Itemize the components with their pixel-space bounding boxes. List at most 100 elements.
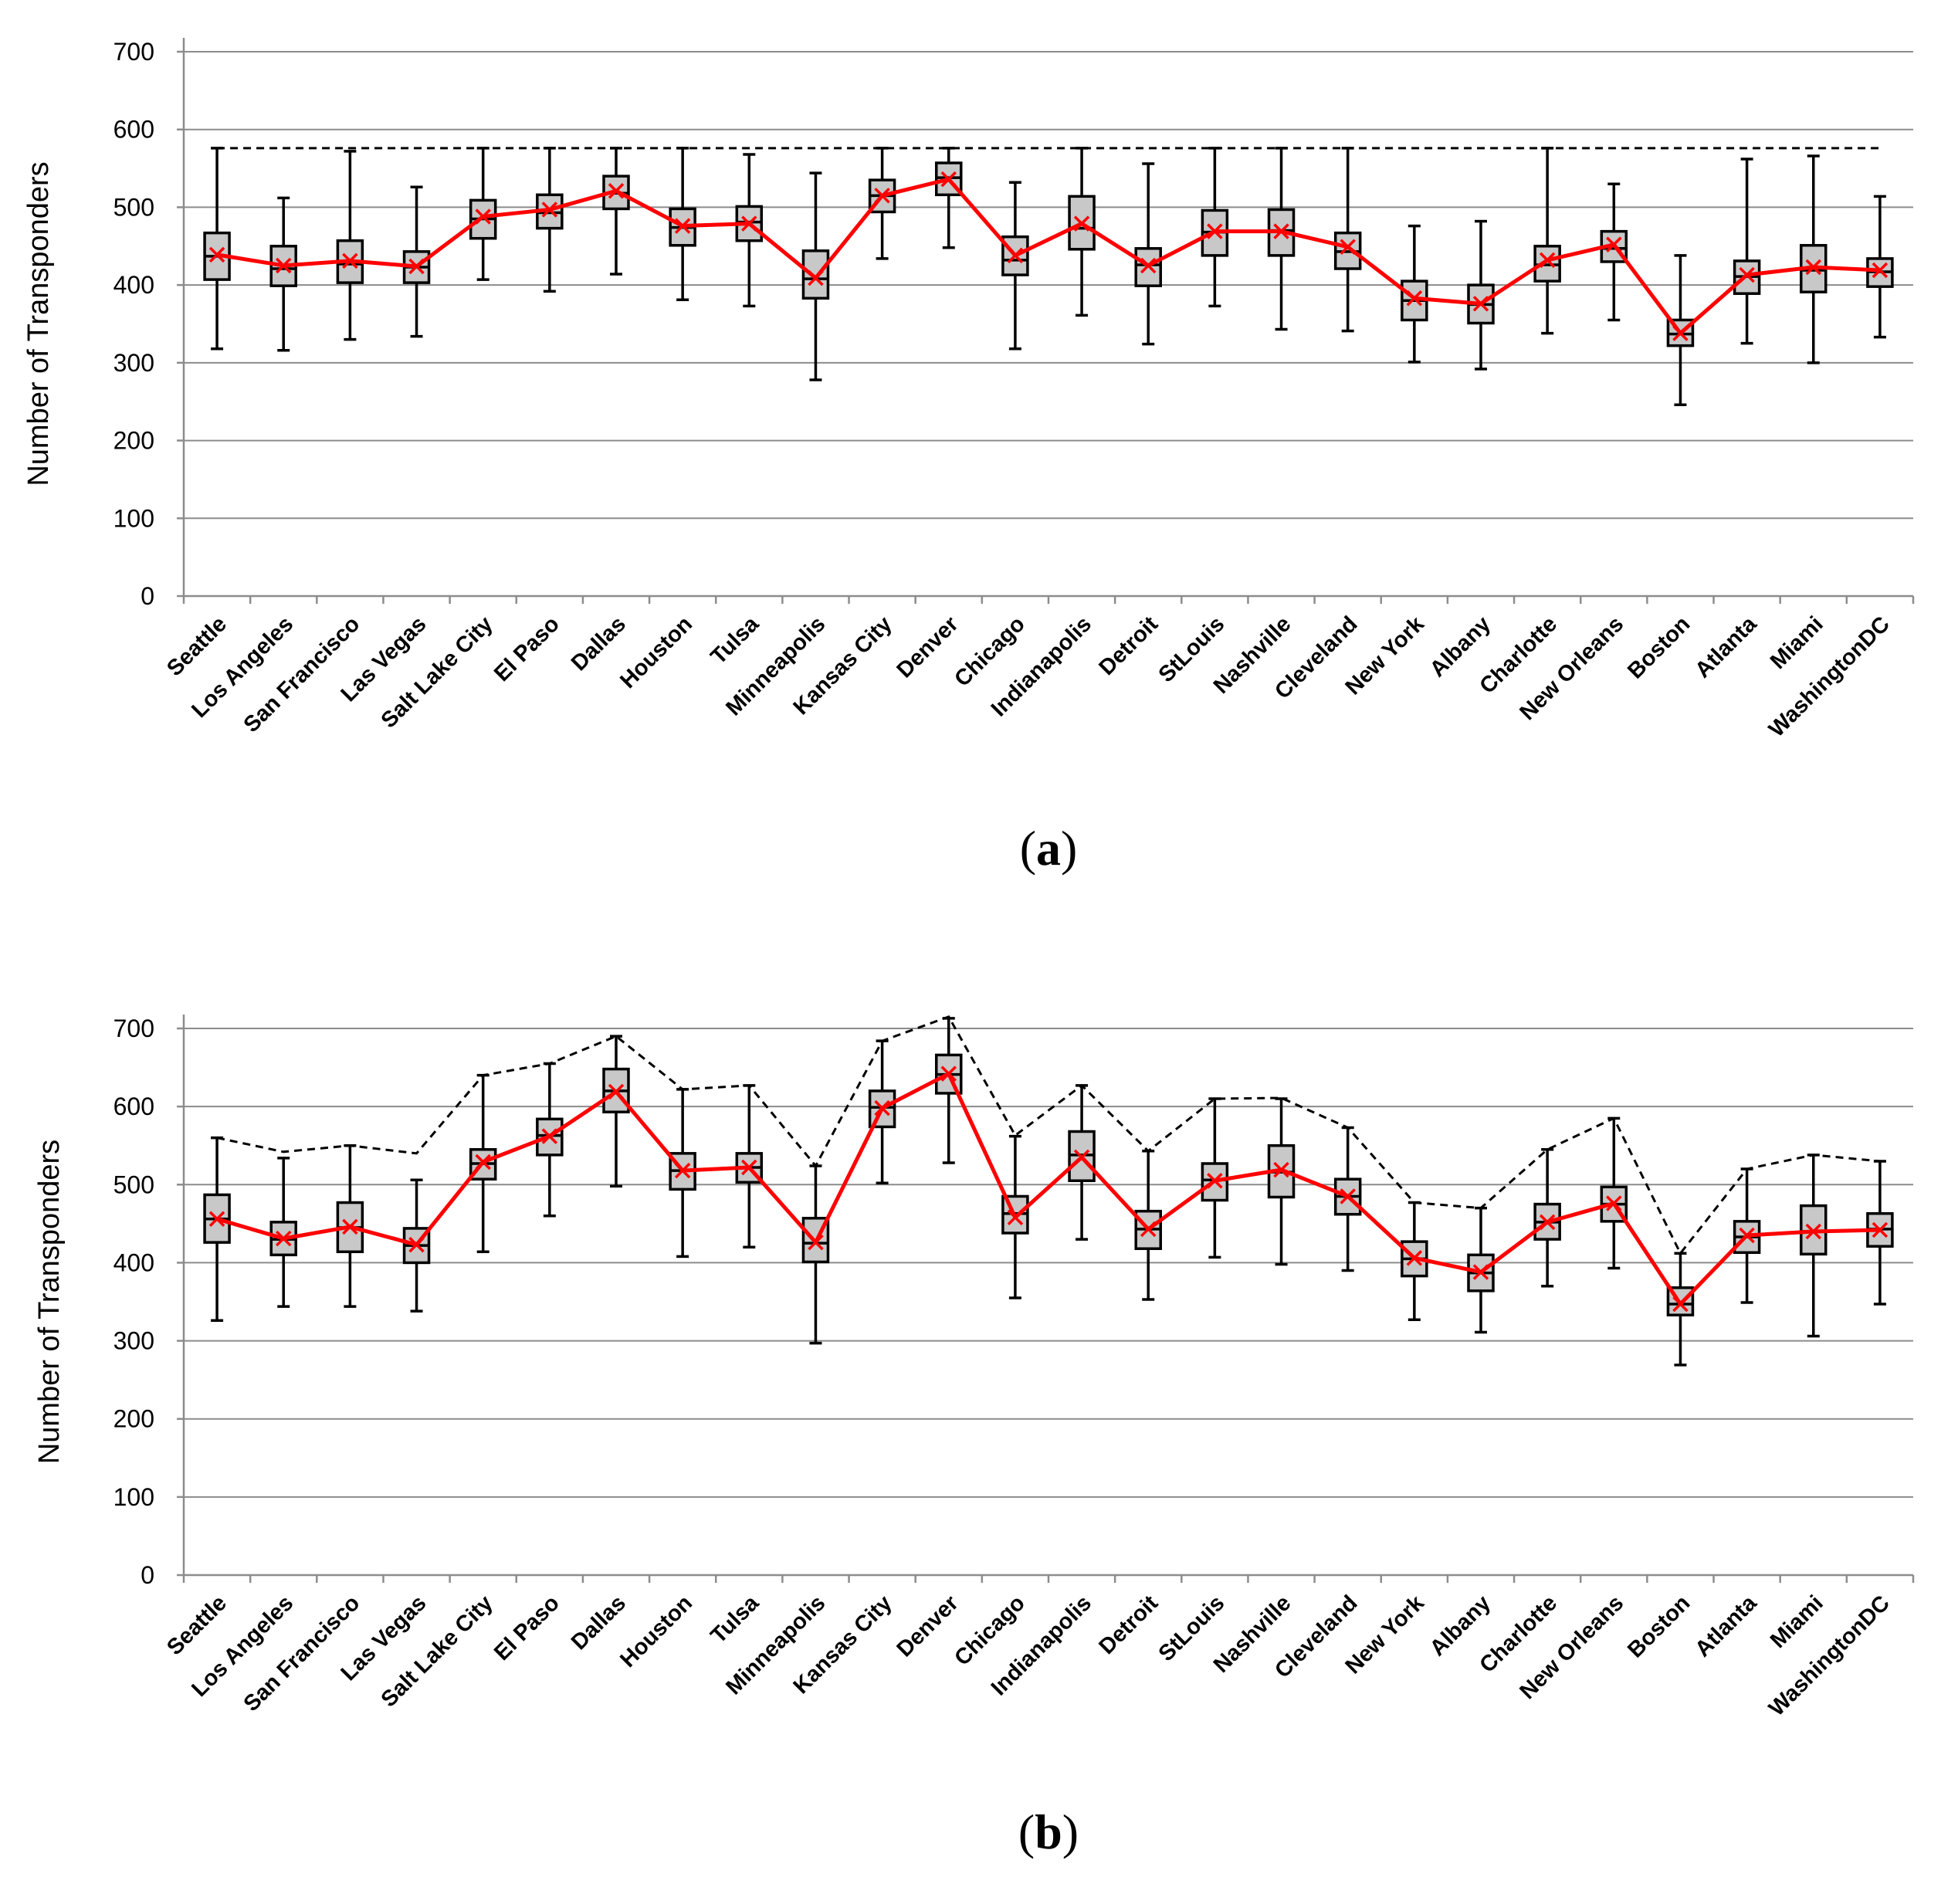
mean-marker-stroke xyxy=(1340,1188,1356,1204)
boxplot-detroit xyxy=(1134,162,1162,346)
boxplot-houston xyxy=(669,1088,696,1259)
boxplot-el-paso xyxy=(536,1062,564,1218)
boxplot-new-orleans xyxy=(1600,1116,1628,1270)
x-tick-label: Boston xyxy=(1623,1591,1695,1662)
boxplot-boston xyxy=(1666,1252,1695,1367)
x-tick-label: WashingtonDC xyxy=(1764,1591,1895,1721)
boxplot-dallas xyxy=(602,147,630,276)
mean-marker-stroke xyxy=(208,246,225,263)
y-tick-label: 200 xyxy=(113,427,154,455)
mean-marker xyxy=(940,171,957,188)
mean-marker xyxy=(1539,1214,1556,1231)
mean-marker-stroke xyxy=(1273,1161,1289,1178)
mean-marker xyxy=(1073,1149,1090,1166)
y-tick-label: 500 xyxy=(113,1171,154,1198)
mean-marker-stroke xyxy=(1406,290,1423,307)
boxplot-denver xyxy=(935,147,963,249)
mean-marker xyxy=(275,1230,292,1247)
mean-marker-stroke xyxy=(1739,1227,1755,1244)
boxplot-dallas xyxy=(602,1035,630,1188)
mean-line xyxy=(216,177,1881,336)
boxplot-washingtondc xyxy=(1866,195,1894,339)
boxplot-stlouis xyxy=(1201,1097,1229,1259)
mean-marker xyxy=(808,269,824,286)
mean-marker-stroke xyxy=(1672,325,1689,341)
y-tick-label: 100 xyxy=(113,1483,154,1511)
mean-marker-stroke xyxy=(1007,1209,1024,1226)
mean-marker xyxy=(408,1236,425,1253)
panel-label-letter: b xyxy=(1035,1804,1062,1859)
y-tick-label: 0 xyxy=(141,1561,154,1589)
x-tick-label: Atlanta xyxy=(1690,612,1762,683)
mean-marker xyxy=(1073,215,1090,232)
mean-marker-stroke xyxy=(674,218,691,234)
boxplot-indianapolis xyxy=(1068,1084,1096,1241)
mean-marker-stroke xyxy=(342,1218,358,1235)
mean-marker-stroke xyxy=(874,188,890,204)
boxplot-albany xyxy=(1467,219,1495,371)
mean-marker-stroke xyxy=(608,183,625,199)
panel-label: (a) xyxy=(1020,821,1078,876)
boxplot-seattle xyxy=(203,147,231,351)
mean-marker xyxy=(1739,1227,1755,1244)
panel-label-open: ( xyxy=(1018,1804,1035,1859)
mean-marker-stroke xyxy=(1739,266,1755,283)
mean-marker xyxy=(208,1211,225,1228)
box-iqr xyxy=(801,249,830,300)
mean-marker xyxy=(1872,1221,1888,1238)
mean-marker xyxy=(1207,1172,1223,1189)
y-tick-label: 100 xyxy=(113,504,154,532)
mean-marker xyxy=(1872,262,1888,279)
mean-marker-stroke xyxy=(1273,223,1289,239)
y-tick-label: 200 xyxy=(113,1405,154,1433)
mean-marker-stroke xyxy=(1340,239,1356,256)
boxplot-cleveland xyxy=(1333,1126,1362,1272)
x-tick-label: Detroit xyxy=(1094,612,1163,680)
mean-marker xyxy=(1472,296,1489,312)
mean-marker xyxy=(1406,1250,1423,1266)
boxplot-seattle xyxy=(203,1136,231,1323)
mean-marker-stroke xyxy=(541,202,558,218)
boxplot-stlouis xyxy=(1201,147,1229,308)
y-tick-label: 600 xyxy=(113,1093,154,1120)
mean-marker xyxy=(1805,259,1822,276)
panel-label-close: ) xyxy=(1061,821,1077,876)
mean-marker-stroke xyxy=(1539,1214,1556,1231)
mean-marker-stroke xyxy=(1073,1149,1090,1166)
panel-label: (b) xyxy=(1018,1804,1079,1859)
x-tick-label: Tulsa xyxy=(706,1591,764,1648)
y-tick-label: 700 xyxy=(113,1015,154,1042)
panel-label-letter: a xyxy=(1036,821,1061,876)
mean-marker xyxy=(1539,252,1556,269)
mean-marker-stroke xyxy=(940,1065,957,1082)
y-tick-label: 400 xyxy=(113,1248,154,1276)
mean-marker-stroke xyxy=(275,257,292,274)
mean-marker xyxy=(1340,1188,1356,1204)
y-tick-label: 300 xyxy=(113,1327,154,1355)
boxplot-nashville xyxy=(1267,147,1296,331)
mean-marker-stroke xyxy=(1207,223,1223,239)
mean-marker-stroke xyxy=(808,1234,824,1251)
mean-marker-stroke xyxy=(1073,215,1090,232)
mean-marker xyxy=(541,1128,558,1144)
mean-marker-stroke xyxy=(1472,1264,1489,1280)
mean-marker xyxy=(1672,1296,1689,1313)
mean-marker-stroke xyxy=(1672,1296,1689,1313)
mean-marker xyxy=(1140,257,1157,274)
y-tick-label: 700 xyxy=(113,38,154,66)
boxplot-los-angeles xyxy=(269,1157,297,1308)
mean-marker xyxy=(208,246,225,263)
mean-marker xyxy=(1606,1195,1622,1211)
y-tick-label: 500 xyxy=(113,193,154,221)
mean-marker xyxy=(1606,236,1622,253)
mean-marker-stroke xyxy=(1140,257,1157,274)
mean-marker xyxy=(674,218,691,234)
y-axis-title: Number of Transponders xyxy=(33,1140,66,1464)
mean-line xyxy=(216,1072,1880,1306)
box-iqr xyxy=(1068,195,1096,251)
max-dashed-line xyxy=(216,1015,1881,1256)
x-tick-label: San Francisco xyxy=(239,1591,365,1716)
mean-marker xyxy=(1007,247,1024,264)
y-axis-title: Number of Transponders xyxy=(22,161,55,486)
